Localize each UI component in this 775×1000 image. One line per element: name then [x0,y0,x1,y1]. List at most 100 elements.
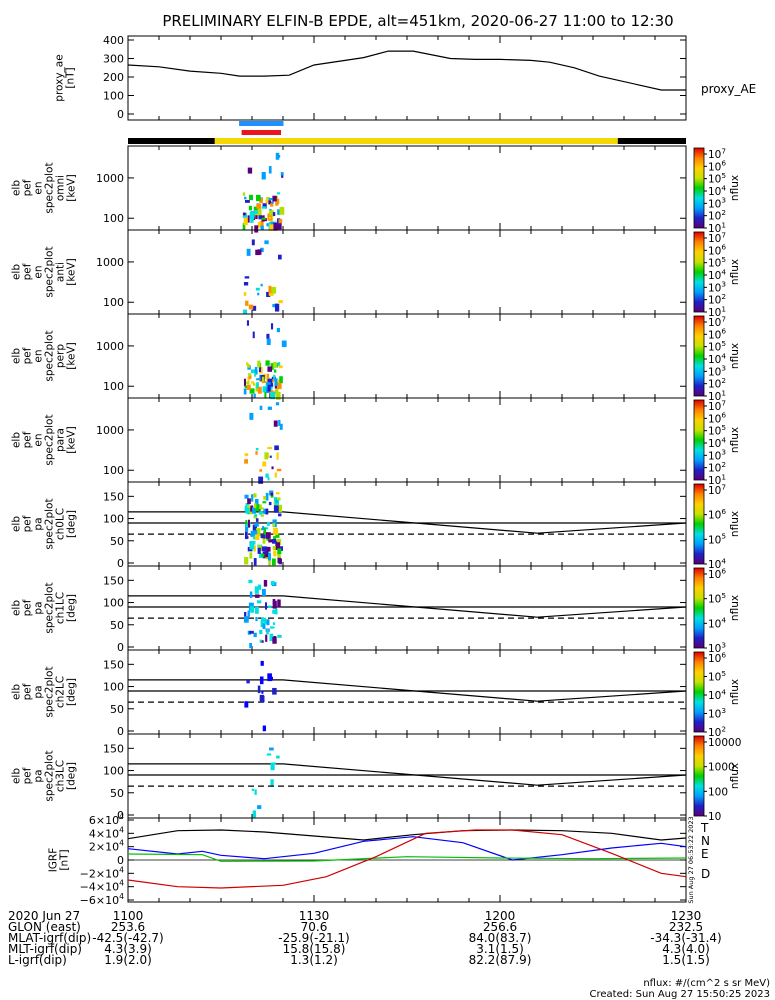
spectrogram-pixel [274,378,278,387]
proxy-ae-series-label: proxy_AE [701,82,756,96]
colorbar-tick-label: 103 [708,196,726,211]
spectrogram-pixel [244,276,250,279]
spectrogram-pixel [281,174,284,178]
spectrogram-pixel [256,600,262,604]
spectrogram-pixel [263,496,267,500]
ylabel-line: pef [22,179,34,196]
spectrogram-pixel [248,579,253,584]
spectrogram-pixel [262,386,268,393]
energy-panel-ylabel: elb pef en spec2plot para [keV] [11,414,78,465]
igrf-T-line [127,829,687,841]
energy-tick-label: 100 [103,380,124,393]
spectrogram-pixel [252,507,257,514]
pitch-angle-tick-label: 50 [110,703,124,716]
colorbar-tick-label: 103 [708,640,726,655]
pitch-angle-ylabel: elb pef pa spec2plot ch3LC [deg] [11,750,78,801]
pitch-angle-tick-label: 100 [103,513,124,526]
ylabel-line: [deg] [66,762,78,790]
colorbar-tick-label: 102 [708,376,726,391]
spectrogram-pixel [261,380,266,384]
spectrogram-pixel [254,373,257,377]
spectrogram-pixel [261,507,264,510]
spectrogram-pixel [264,240,269,245]
spectrogram-pixel [259,197,263,204]
spectrogram-pixel [244,701,249,708]
spectrogram-pixel [269,224,274,231]
footer-units: nflux: #/(cm^2 s sr MeV) [643,978,770,989]
spectrogram-pixel [263,527,267,535]
spectrogram-pixel [255,451,258,455]
spectrogram-pixel [265,546,271,552]
spectrogram-pixel [264,527,269,530]
spectrogram-pixel [249,388,255,394]
spectrogram-pixel [247,519,250,528]
spectrogram-pixel [265,532,271,539]
spectrogram-pixel [271,201,274,204]
spectrogram-pixel [255,528,260,531]
spectrogram-pixel [259,694,265,703]
xaxis-row-value: -25.9(-21.1) [278,931,349,945]
science-zone-red-bar [241,130,281,135]
spectrogram-pixel [258,214,262,220]
spectrogram-pixel [249,194,253,201]
spectrogram-pixel [255,504,260,512]
spectrogram-pixel [242,212,247,218]
spectrogram-pixel [258,364,261,373]
energy-spectrogram-frame [127,229,687,315]
ylabel-line: [keV] [66,258,78,286]
spectrogram-pixel [257,685,261,694]
colorbar-tick-label: 104 [708,351,726,366]
pitch-angle-tick-label: 0 [117,725,124,738]
spectrogram-pixel [274,540,279,543]
colorbar-tick-label: 102 [708,724,726,739]
spectrogram-pixel [244,494,249,499]
igrf-legend-N: N [701,834,710,848]
spectrogram-pixel [274,472,278,478]
spectrogram-pixel [249,211,255,219]
spectrogram-pixel [269,455,272,458]
energy-spectrogram-sparse [246,239,282,260]
spectrogram-pixel [273,420,278,427]
ylabel-line: en [33,181,45,194]
ylabel-line: [keV] [66,174,78,202]
spectrogram-pixel [265,508,269,515]
spectrogram-pixel [250,541,256,545]
spectrogram-pixel [264,551,269,558]
igrf-tick-label: −4×104 [80,879,124,894]
ylabel-line: pef [22,599,34,616]
colorbar-tick-label: 1000 [708,762,735,774]
proxy-ae-frame [127,35,687,121]
ylabel-line: spec2plot [44,162,56,213]
colorbar-label: nflux [729,427,741,453]
spectrogram-pixel [273,536,277,541]
spectrogram-pixel [266,338,271,345]
pitch-angle-frame [127,733,687,819]
xaxis-row-label: 2020 Jun 27 [8,909,80,923]
ylabel-line: [keV] [66,342,78,370]
spectrogram-pixel [268,539,273,543]
spectrogram-pixel [265,473,269,478]
spectrogram-pixel [249,542,255,550]
colorbar [693,315,705,397]
spectrogram-pixel [247,167,253,174]
spectrogram-pixel [243,291,247,296]
colorbar [693,147,705,229]
spectrogram-pixel [278,419,281,426]
spectrogram-pixel [253,393,256,398]
spectrogram-pixel [270,323,274,330]
energy-spectrogram-data [243,360,283,400]
spectrogram-pixel [265,360,270,366]
spectrogram-pixel [265,634,268,642]
colorbar-tick-label: 105 [708,591,726,606]
spectrogram-pixel [265,602,268,610]
spectrogram-pixel [244,196,247,200]
spectrogram-pixel [254,225,259,233]
colorbar [693,483,705,565]
spectrogram-pixel [267,384,271,392]
xaxis-row-label: MLT-igrf(dip) [8,942,82,956]
orbit-dark-segment [128,138,215,144]
spectrogram-pixel [277,209,280,215]
spectrogram-pixel [270,581,275,586]
spectrogram-pixel [252,331,255,339]
spectrogram-pixel [260,283,263,287]
